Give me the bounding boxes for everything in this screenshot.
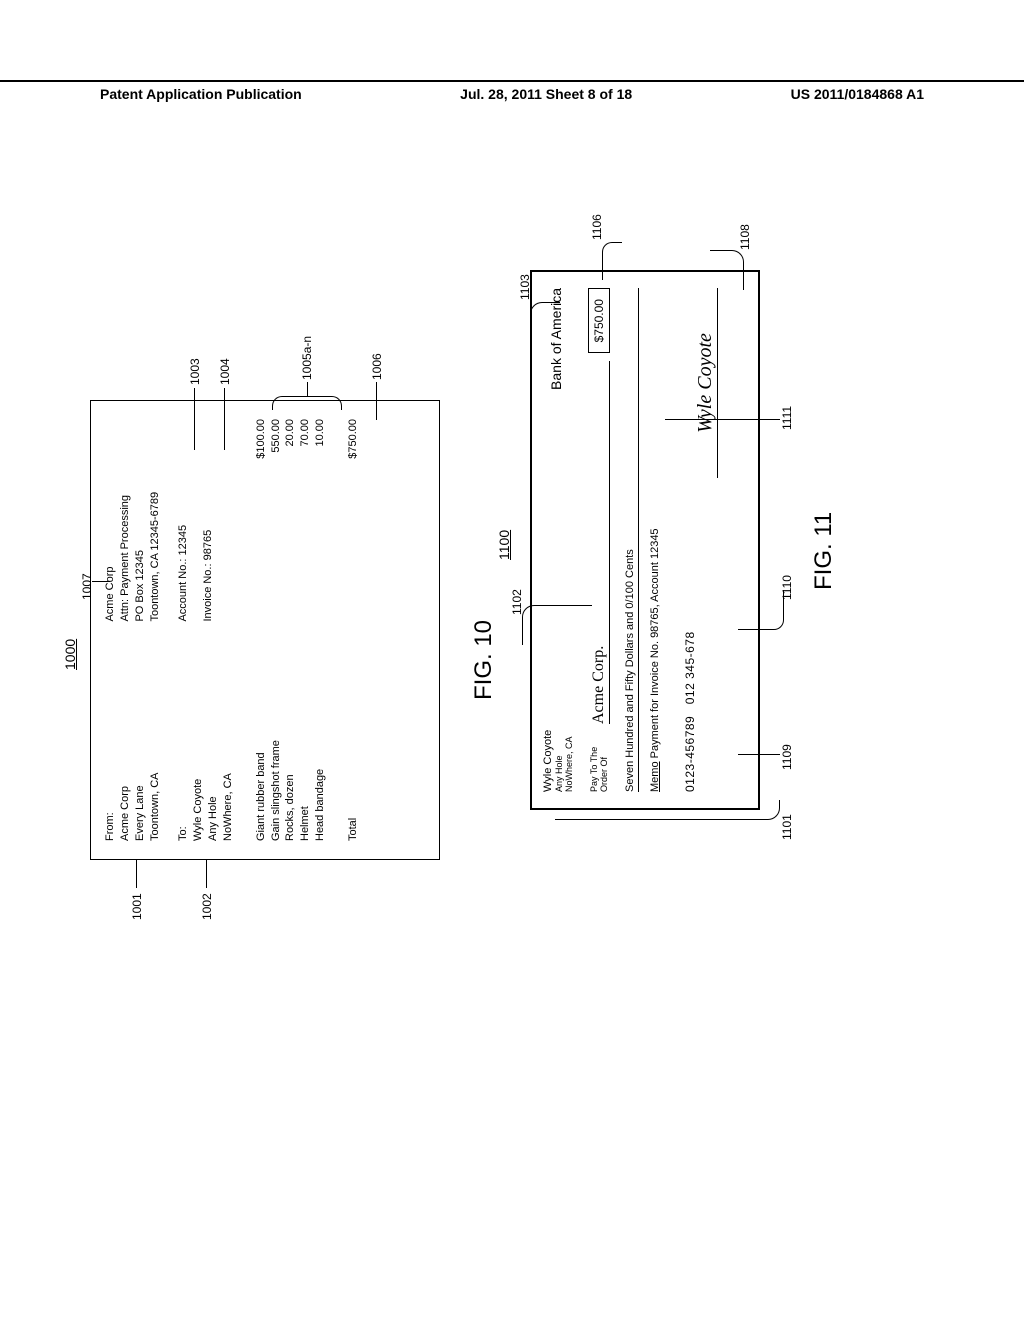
remit-line-0: Acme Corp: [103, 419, 118, 622]
invoice-acct-block: Account No.: 12345 Invoice No.: 98765: [176, 419, 235, 622]
total-label: Total: [346, 818, 361, 841]
ref-1111: 1111: [780, 406, 794, 430]
memo-text: Payment for Invoice No. 98765, Account 1…: [649, 528, 661, 758]
invoice-to-block: To: Wyle Coyote Any Hole NoWhere, CA: [176, 638, 235, 841]
lead-1110: [738, 590, 784, 630]
memo-row: Memo Payment for Invoice No. 98765, Acco…: [649, 288, 661, 792]
ref-1004: 1004: [218, 358, 232, 385]
ref-1100: 1100: [496, 530, 512, 560]
ref-1102: 1102: [510, 589, 524, 615]
drawer-line-0: Wyle Coyote: [542, 730, 554, 792]
drawer-line-2: NoWhere, CA: [564, 730, 574, 792]
item-amt-2: 20.00: [283, 419, 298, 499]
amount-written: Seven Hundred and Fifty Dollars and 0/10…: [624, 288, 639, 792]
item-row-3: Helmet 70.00: [298, 419, 313, 841]
ref-1106: 1106: [590, 214, 604, 240]
ref-1000: 1000: [62, 639, 78, 670]
lead-1003: [194, 388, 195, 450]
item-desc-0: Giant rubber band: [254, 752, 269, 841]
check-box: Wyle Coyote Any Hole NoWhere, CA Bank of…: [530, 270, 760, 810]
header-center: Jul. 28, 2011 Sheet 8 of 18: [460, 86, 632, 102]
to-line-2: NoWhere, CA: [221, 638, 236, 841]
memo-label: Memo: [649, 761, 661, 792]
item-desc-1: Gain slingshot frame: [269, 740, 284, 841]
item-amt-0: $100.00: [254, 419, 269, 499]
figure-11-group: 1100 Wyle Coyote Any Hole NoWhere, CA Ba…: [480, 190, 840, 890]
invoice-number-label: Invoice No.: 98765: [201, 419, 216, 622]
figures-area: 1000 From: Acme Corp Every Lane Toontown…: [90, 160, 930, 1080]
ref-1101: 1101: [780, 814, 794, 840]
ref-1109: 1109: [780, 744, 794, 770]
ref-1005: 1005a-n: [300, 336, 314, 380]
lead-1108: [710, 250, 744, 290]
lead-1109: [738, 754, 780, 755]
ref-1006: 1006: [370, 353, 384, 380]
lead-1001: [136, 860, 137, 888]
item-amt-4: 10.00: [313, 419, 328, 499]
account-label: Account No.: 12345: [176, 419, 191, 622]
drawer-block: Wyle Coyote Any Hole NoWhere, CA: [542, 730, 574, 792]
item-desc-3: Helmet: [298, 806, 313, 841]
lead-1002: [206, 860, 207, 888]
lead-1007: [92, 581, 110, 582]
invoice-header-row: From: Acme Corp Every Lane Toontown, CA …: [103, 419, 162, 841]
payee-name: Acme Corp.: [590, 361, 610, 724]
lead-1111: [665, 419, 780, 420]
item-amt-1: 550.00: [269, 419, 284, 499]
lead-1005: [307, 382, 308, 396]
lead-1106: [602, 242, 622, 280]
lead-1004: [224, 388, 225, 450]
total-amount: $750.00: [346, 419, 361, 499]
from-line-2: Toontown, CA: [148, 638, 163, 841]
invoice-to-row: To: Wyle Coyote Any Hole NoWhere, CA Acc…: [176, 419, 235, 841]
fig-11-label: FIG. 11: [810, 512, 838, 590]
payto-row: Pay To TheOrder Of Acme Corp. $750.00: [588, 288, 610, 792]
invoice-box: From: Acme Corp Every Lane Toontown, CA …: [90, 400, 440, 860]
bracket-1005: [272, 396, 342, 410]
lead-1101: [555, 800, 780, 820]
ref-1003: 1003: [188, 358, 202, 385]
item-row-2: Rocks, dozen 20.00: [283, 419, 298, 841]
item-row-4: Head bandage 10.00: [313, 419, 328, 841]
signature: Wyle Coyote: [694, 288, 718, 478]
remit-line-2: PO Box 12345: [133, 419, 148, 622]
from-line-0: Acme Corp: [118, 638, 133, 841]
header-right: US 2011/0184868 A1: [791, 86, 924, 102]
invoice-remit-block: Acme Corp Attn: Payment Processing PO Bo…: [103, 419, 162, 622]
payto-label: Pay To TheOrder Of: [590, 732, 610, 792]
figure-10-group: 1000 From: Acme Corp Every Lane Toontown…: [50, 300, 450, 940]
page-header: Patent Application Publication Jul. 28, …: [0, 80, 1024, 102]
from-label: From:: [103, 638, 118, 841]
invoice-from-block: From: Acme Corp Every Lane Toontown, CA: [103, 638, 162, 841]
amount-numeric: $750.00: [588, 288, 610, 353]
account-number: 012 345-678: [683, 631, 697, 704]
invoice-total-row: Total $750.00: [346, 419, 361, 841]
from-line-1: Every Lane: [133, 638, 148, 841]
item-amt-3: 70.00: [298, 419, 313, 499]
lead-1006: [376, 382, 377, 420]
invoice-items: Giant rubber band $100.00 Gain slingshot …: [254, 419, 328, 841]
item-desc-4: Head bandage: [313, 769, 328, 841]
check-top-row: Wyle Coyote Any Hole NoWhere, CA Bank of…: [542, 288, 574, 792]
remit-line-3: Toontown, CA 12345-6789: [148, 419, 163, 622]
ref-1007: 1007: [80, 573, 94, 600]
ref-1103: 1103: [518, 274, 532, 300]
remit-line-1: Attn: Payment Processing: [118, 419, 133, 622]
drawer-line-1: Any Hole: [554, 730, 564, 792]
lead-1102: [522, 605, 592, 645]
header-left: Patent Application Publication: [100, 86, 302, 102]
to-label: To:: [176, 638, 191, 841]
item-row-0: Giant rubber band $100.00: [254, 419, 269, 841]
ref-1108: 1108: [738, 224, 752, 250]
ref-1001: 1001: [130, 893, 144, 920]
item-row-1: Gain slingshot frame 550.00: [269, 419, 284, 841]
item-desc-2: Rocks, dozen: [283, 774, 298, 841]
ref-1002: 1002: [200, 893, 214, 920]
to-line-0: Wyle Coyote: [191, 638, 206, 841]
routing-number: 0123-456789: [683, 716, 697, 792]
lead-1103: [530, 302, 560, 350]
to-line-1: Any Hole: [206, 638, 221, 841]
